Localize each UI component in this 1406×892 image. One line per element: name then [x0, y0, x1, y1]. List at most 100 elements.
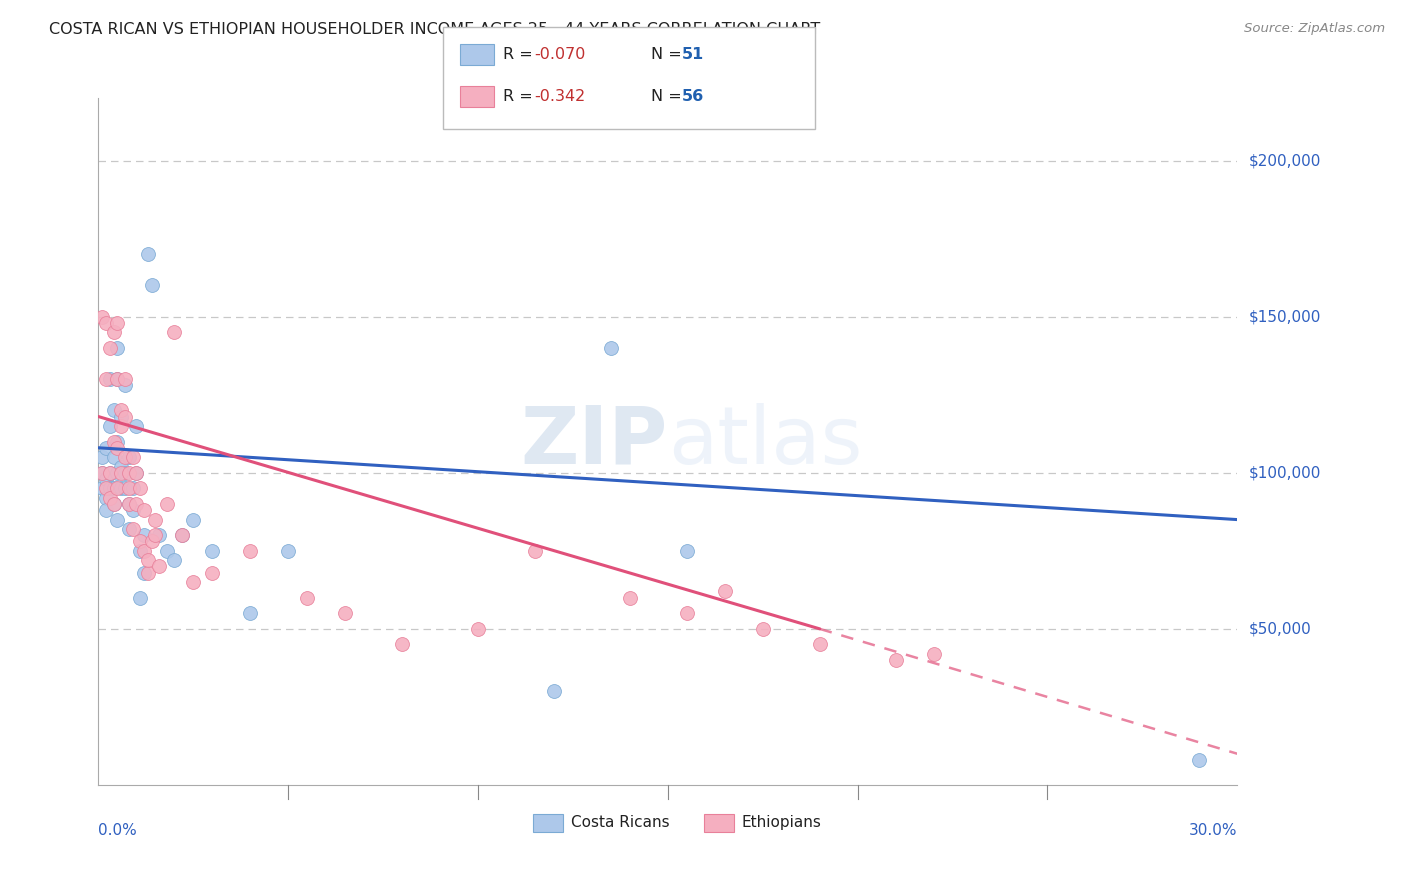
Point [277, 543, 299, 558]
Point [129, 543, 152, 558]
Point [201, 566, 224, 580]
Point [98, 466, 121, 480]
Point [543, 684, 565, 698]
Point [524, 543, 547, 558]
Point [136, 566, 159, 580]
Point [91, 450, 114, 464]
Point [156, 543, 179, 558]
Text: ZIP: ZIP [520, 402, 668, 481]
Text: R =: R = [503, 47, 538, 62]
Point [132, 503, 155, 517]
Point [121, 522, 143, 536]
Text: Costa Ricans: Costa Ricans [571, 815, 669, 830]
Point [110, 459, 132, 474]
Point [107, 316, 129, 330]
Point [121, 450, 143, 464]
Point [107, 372, 129, 386]
FancyBboxPatch shape [704, 814, 734, 831]
Point [103, 482, 125, 496]
Point [125, 466, 148, 480]
Point [98, 466, 121, 480]
Point [114, 450, 136, 464]
Text: 56: 56 [682, 89, 704, 103]
Point [103, 450, 125, 464]
Point [107, 434, 129, 449]
Point [91, 466, 114, 480]
Text: N =: N = [651, 89, 688, 103]
Point [118, 450, 141, 464]
Point [107, 372, 129, 386]
Text: 30.0%: 30.0% [1189, 822, 1237, 838]
Text: Ethiopians: Ethiopians [742, 815, 821, 830]
Point [118, 497, 141, 511]
Point [136, 553, 159, 567]
Text: 0.0%: 0.0% [98, 822, 138, 838]
Point [163, 553, 186, 567]
Point [125, 466, 148, 480]
Point [94, 503, 117, 517]
Point [808, 637, 831, 651]
Text: R =: R = [503, 89, 538, 103]
Point [107, 482, 129, 496]
Point [297, 591, 319, 605]
Point [335, 607, 357, 621]
Point [156, 497, 179, 511]
Point [114, 372, 136, 386]
Point [103, 325, 125, 339]
Text: COSTA RICAN VS ETHIOPIAN HOUSEHOLDER INCOME AGES 25 - 44 YEARS CORRELATION CHART: COSTA RICAN VS ETHIOPIAN HOUSEHOLDER INC… [49, 22, 821, 37]
Point [148, 528, 170, 542]
Point [98, 341, 121, 355]
Point [183, 512, 205, 526]
Point [107, 466, 129, 480]
Point [163, 325, 186, 339]
Point [239, 543, 262, 558]
Point [103, 497, 125, 511]
Point [136, 247, 159, 261]
Text: -0.070: -0.070 [534, 47, 586, 62]
Point [107, 341, 129, 355]
Point [132, 528, 155, 542]
Point [114, 409, 136, 424]
Point [129, 591, 152, 605]
Point [676, 607, 699, 621]
Point [98, 491, 121, 505]
Point [148, 559, 170, 574]
Point [114, 378, 136, 392]
Point [98, 482, 121, 496]
Point [118, 497, 141, 511]
Point [1188, 753, 1211, 767]
Point [125, 497, 148, 511]
Point [201, 543, 224, 558]
Point [714, 584, 737, 599]
Point [107, 441, 129, 455]
Point [129, 534, 152, 549]
Point [94, 316, 117, 330]
Point [114, 482, 136, 496]
Text: N =: N = [651, 47, 688, 62]
Point [103, 434, 125, 449]
Point [145, 528, 167, 542]
Point [94, 441, 117, 455]
Text: -0.342: -0.342 [534, 89, 585, 103]
Point [752, 622, 775, 636]
Point [884, 653, 907, 667]
Point [94, 372, 117, 386]
Point [141, 534, 163, 549]
Text: $50,000: $50,000 [1249, 622, 1312, 636]
Point [110, 403, 132, 417]
Point [391, 637, 413, 651]
Point [170, 528, 193, 542]
Point [98, 372, 121, 386]
Text: 51: 51 [682, 47, 704, 62]
Point [91, 466, 114, 480]
Point [110, 482, 132, 496]
Point [145, 512, 167, 526]
Point [103, 403, 125, 417]
Point [170, 528, 193, 542]
Point [600, 341, 623, 355]
Point [676, 543, 699, 558]
Point [91, 482, 114, 496]
Point [619, 591, 641, 605]
Point [118, 466, 141, 480]
Point [141, 278, 163, 293]
